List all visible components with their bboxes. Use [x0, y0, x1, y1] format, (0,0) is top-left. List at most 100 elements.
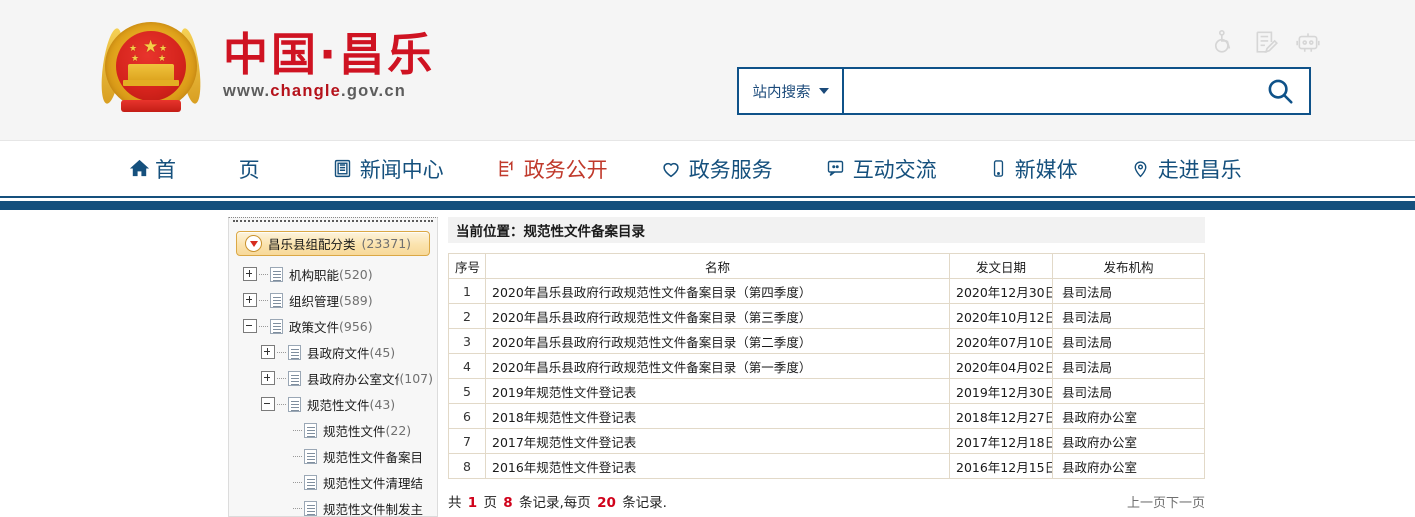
- tree-node[interactable]: 规范性文件备案目: [233, 443, 433, 469]
- tree-connector: [293, 508, 302, 509]
- breadcrumb: 当前位置：规范性文件备案目录: [448, 217, 1205, 243]
- document-list-icon: [496, 158, 517, 179]
- chevron-down-icon: [819, 88, 829, 94]
- prev-page-link[interactable]: 上一页: [1127, 496, 1166, 511]
- cell-name[interactable]: 2020年昌乐县政府行政规范性文件备案目录（第三季度）: [486, 304, 950, 329]
- nav-item-government-services[interactable]: 政务服务: [660, 154, 773, 184]
- nav-item-news-center[interactable]: 新闻中心: [332, 154, 444, 184]
- search-scope-select[interactable]: 站内搜索: [739, 69, 844, 113]
- expand-icon[interactable]: [243, 293, 257, 307]
- heart-icon: [660, 158, 682, 180]
- document-icon: [288, 397, 301, 412]
- pager-mid2: 条记录,每页: [519, 495, 591, 511]
- nav-label-news-center: 新闻中心: [360, 154, 444, 184]
- cell-name[interactable]: 2020年昌乐县政府行政规范性文件备案目录（第四季度）: [486, 279, 950, 304]
- nav-item-home[interactable]: 首 页: [128, 154, 288, 184]
- home-icon: [128, 157, 151, 180]
- cell-date: 2019年12月30日: [950, 379, 1053, 404]
- nav-item-new-media[interactable]: 新媒体: [989, 154, 1078, 184]
- collapse-icon[interactable]: [243, 319, 257, 333]
- tree-node[interactable]: 规范性文件(43): [233, 391, 433, 417]
- edit-document-icon[interactable]: [1251, 27, 1281, 57]
- tree-node-list: 机构职能(520)组织管理(589)政策文件(956)县政府文件(45)县政府办…: [233, 261, 433, 517]
- pagination-summary: 共 1 页 8 条记录,每页 20 条记录.: [448, 491, 667, 511]
- cell-name[interactable]: 2016年规范性文件登记表: [486, 454, 950, 479]
- tree-connector: [293, 430, 302, 431]
- tree-connector: [277, 352, 286, 353]
- tree-node-count: (589): [339, 293, 373, 308]
- tree-node-label: 县政府办公室文件: [307, 369, 399, 388]
- tree-node[interactable]: 组织管理(589): [233, 287, 433, 313]
- next-page-link[interactable]: 下一页: [1166, 496, 1205, 511]
- cell-org: 县司法局: [1053, 354, 1205, 379]
- document-icon: [304, 423, 317, 438]
- site-url: www.changle.gov.cn: [223, 82, 435, 101]
- expand-icon[interactable]: [261, 371, 275, 385]
- nav-label-interaction: 互动交流: [853, 154, 937, 184]
- cell-name[interactable]: 2017年规范性文件登记表: [486, 429, 950, 454]
- document-icon: [304, 449, 317, 464]
- nav-band: [0, 198, 1415, 210]
- tree-node[interactable]: 县政府文件(45): [233, 339, 433, 365]
- tree-connector: [277, 378, 286, 379]
- pager-total-records: 8: [501, 495, 514, 511]
- search-input[interactable]: [844, 69, 1251, 113]
- cell-date: 2020年04月02日: [950, 354, 1053, 379]
- expand-icon[interactable]: [261, 345, 275, 359]
- category-tree-sidebar: 昌乐县组配分类 (23371) 机构职能(520)组织管理(589)政策文件(9…: [228, 217, 438, 517]
- cell-index: 2: [449, 304, 486, 329]
- expand-icon[interactable]: [243, 267, 257, 281]
- cell-name[interactable]: 2020年昌乐县政府行政规范性文件备案目录（第一季度）: [486, 354, 950, 379]
- cell-name[interactable]: 2020年昌乐县政府行政规范性文件备案目录（第二季度）: [486, 329, 950, 354]
- document-icon: [270, 293, 283, 308]
- tree-root-node[interactable]: 昌乐县组配分类 (23371): [236, 231, 430, 256]
- document-icon: [304, 501, 317, 516]
- table-header-row: 序号 名称 发文日期 发布机构: [449, 254, 1205, 279]
- tree-node[interactable]: 县政府办公室文件(107): [233, 365, 433, 391]
- nav-label-about-changle: 走进昌乐: [1158, 154, 1242, 184]
- nav-item-about-changle[interactable]: 走进昌乐: [1130, 154, 1242, 184]
- cell-org: 县政府办公室: [1053, 429, 1205, 454]
- search-scope-label: 站内搜索: [753, 81, 811, 102]
- col-header-org: 发布机构: [1053, 254, 1205, 279]
- cell-index: 8: [449, 454, 486, 479]
- site-logo[interactable]: ★ ★ ★ ★ ★ 中国·昌乐 www.changle.gov.cn: [103, 18, 435, 114]
- mobile-icon: [989, 159, 1008, 178]
- tree-node-label: 规范性文件备案目: [323, 447, 423, 466]
- document-icon: [288, 371, 301, 386]
- cell-name[interactable]: 2019年规范性文件登记表: [486, 379, 950, 404]
- document-icon: [304, 475, 317, 490]
- tree-node[interactable]: 规范性文件(22): [233, 417, 433, 443]
- robot-icon[interactable]: [1293, 27, 1323, 57]
- tree-node[interactable]: 机构职能(520): [233, 261, 433, 287]
- cell-name[interactable]: 2018年规范性文件登记表: [486, 404, 950, 429]
- nav-item-government-affairs[interactable]: 政务公开: [496, 154, 608, 184]
- tree-node-count: (43): [370, 397, 396, 412]
- cell-date: 2020年07月10日: [950, 329, 1053, 354]
- tree-node[interactable]: 规范性文件清理结: [233, 469, 433, 495]
- collapse-icon[interactable]: [261, 397, 275, 411]
- accessibility-icon[interactable]: [1209, 27, 1239, 57]
- nav-item-interaction[interactable]: 互动交流: [825, 154, 937, 184]
- cell-date: 2017年12月18日: [950, 429, 1053, 454]
- tree-node-label: 规范性文件: [307, 395, 370, 414]
- tree-root-count: (23371): [362, 236, 412, 251]
- tree-node-label: 规范性文件清理结: [323, 473, 423, 492]
- pagination-controls: 上一页下一页: [1127, 492, 1205, 511]
- tree-node[interactable]: 政策文件(956): [233, 313, 433, 339]
- nav-label-government-services: 政务服务: [689, 154, 773, 184]
- pager-total-pages: 1: [466, 495, 479, 511]
- document-icon: [270, 267, 283, 282]
- search-button[interactable]: [1251, 69, 1309, 113]
- nav-label-home: 首 页: [155, 154, 288, 184]
- cell-org: 县政府办公室: [1053, 454, 1205, 479]
